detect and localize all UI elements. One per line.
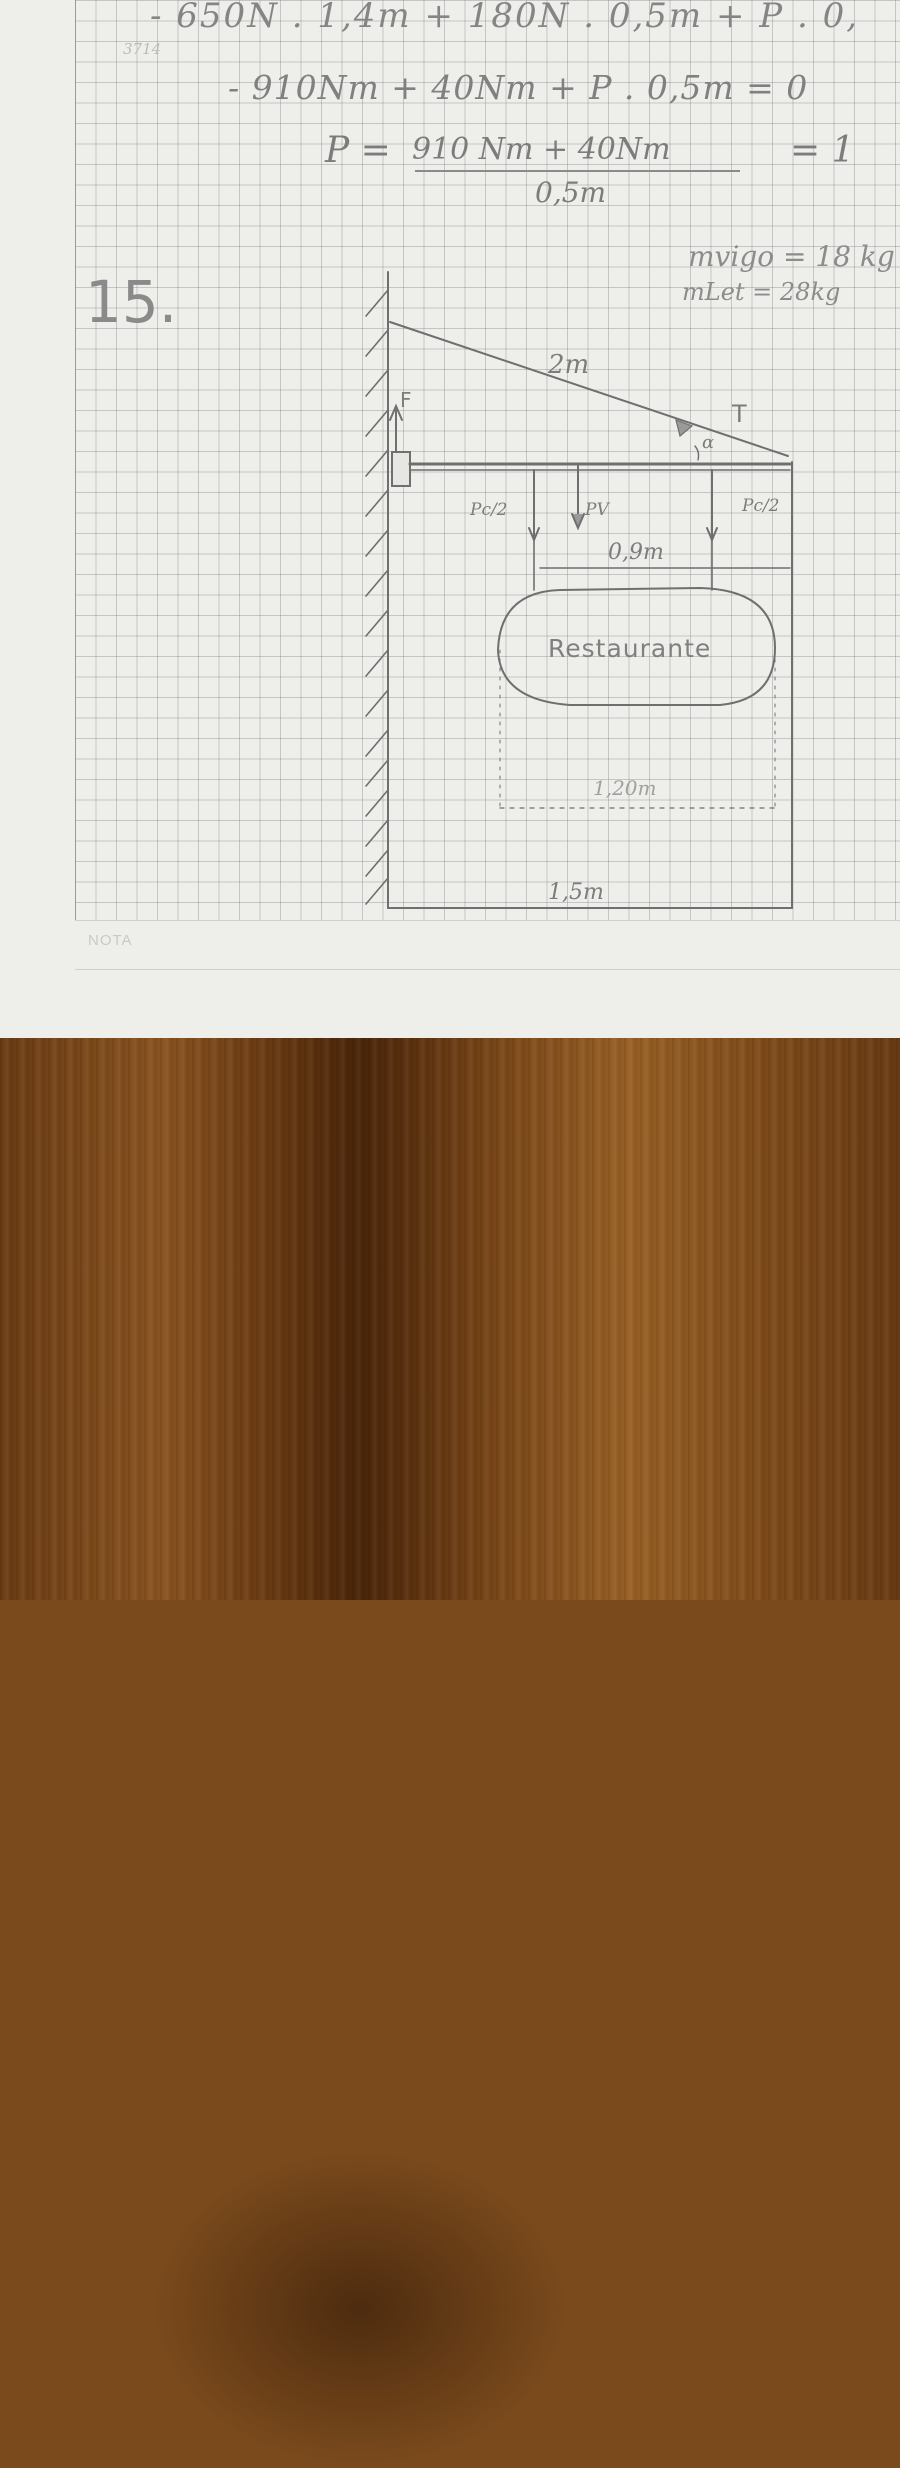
problem-number: 15. xyxy=(85,268,178,336)
label-outer-width: 1,5m xyxy=(548,880,604,905)
free-body-diagram xyxy=(365,271,793,909)
equation-line-3-right: = 1 xyxy=(790,130,855,171)
equation-line-3-denominator: 0,5m xyxy=(535,176,607,209)
label-span-0-9: 0,9m xyxy=(608,540,664,565)
wall-hatching xyxy=(365,289,389,905)
cable xyxy=(389,321,789,457)
label-pv: PV xyxy=(585,500,609,520)
wooden-table xyxy=(0,1038,900,2468)
graph-grid xyxy=(75,0,900,920)
margin-line xyxy=(75,0,76,920)
notebook-page: - 650N . 1,4m + 180N . 0,5m + P . 0, 371… xyxy=(0,0,900,1038)
footer-band xyxy=(75,920,900,970)
beam-support xyxy=(391,451,411,487)
restaurant-sign xyxy=(496,586,777,706)
arrow-T xyxy=(675,419,694,438)
label-alpha: α xyxy=(702,432,715,453)
equation-line-2: - 910Nm + 40Nm + P . 0,5m = 0 xyxy=(228,68,809,107)
equation-line-1: - 650N . 1,4m + 180N . 0,5m + P . 0, xyxy=(150,0,860,36)
angle-arc xyxy=(694,445,700,461)
fraction-bar xyxy=(415,170,740,172)
equation-line-1-note: 3714 xyxy=(123,40,162,58)
mass-letrero: mLet = 28kg xyxy=(682,278,841,306)
label-pc-left: Pc/2 xyxy=(470,500,508,520)
label-F: F xyxy=(400,388,412,412)
label-T: T xyxy=(732,400,747,428)
wood-shadow xyxy=(150,2148,570,2468)
sign-text: Restaurante xyxy=(548,634,712,663)
equation-line-3-numerator: 910 Nm + 40Nm xyxy=(412,132,671,167)
nota-label: NOTA xyxy=(88,932,133,949)
mass-vigo: mvigo = 18 kg xyxy=(688,240,895,273)
equation-line-3-left: P = xyxy=(325,130,391,171)
label-cable-length: 2m xyxy=(548,350,590,380)
label-inner-width: 1,20m xyxy=(593,776,657,800)
label-pc-right: Pc/2 xyxy=(742,496,780,516)
